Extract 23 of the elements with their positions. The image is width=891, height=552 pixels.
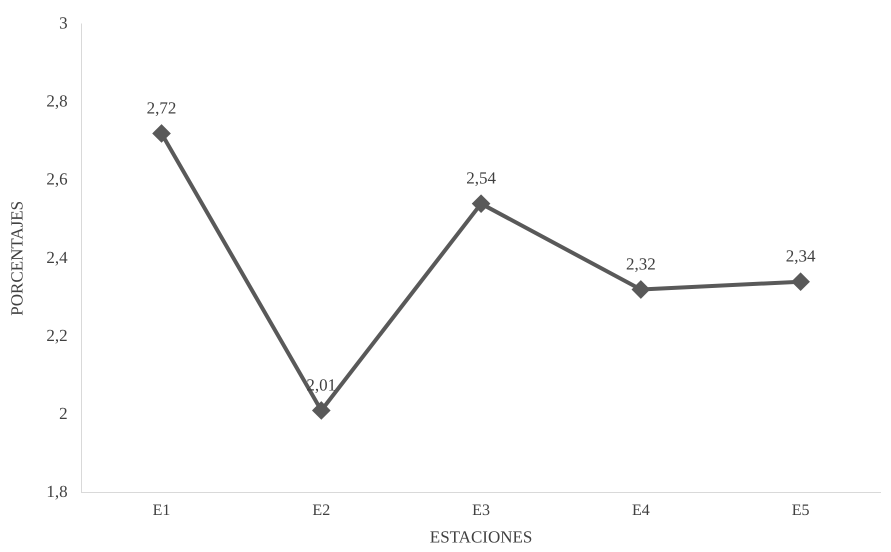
point xyxy=(153,124,170,142)
x-tick-label: E5 xyxy=(792,502,810,520)
data-label: 2,34 xyxy=(786,246,816,266)
point xyxy=(472,195,490,212)
y-axis-title: PORCENTAJES xyxy=(8,200,27,316)
y-tick-label: 3 xyxy=(59,14,68,33)
x-tick-label: E2 xyxy=(312,502,330,520)
y-tick-label: 2,2 xyxy=(46,326,68,345)
point xyxy=(792,273,810,290)
y-tick-label: 2 xyxy=(59,404,68,423)
data-label: 2,54 xyxy=(466,168,496,188)
data-label: 2,32 xyxy=(626,254,656,274)
x-tick-label: E1 xyxy=(152,502,170,520)
y-tick-label: 2,4 xyxy=(46,248,68,267)
y-tick-label: 2,6 xyxy=(46,170,68,189)
x-axis-title: ESTACIONES xyxy=(430,527,532,546)
x-tick-label: E3 xyxy=(472,502,490,520)
y-tick-label: 1,8 xyxy=(46,482,68,501)
point xyxy=(632,281,650,298)
data-label: 2,72 xyxy=(146,98,176,118)
y-tick-label: 2,8 xyxy=(46,92,68,111)
x-tick-label: E4 xyxy=(632,502,650,520)
point xyxy=(312,402,330,419)
